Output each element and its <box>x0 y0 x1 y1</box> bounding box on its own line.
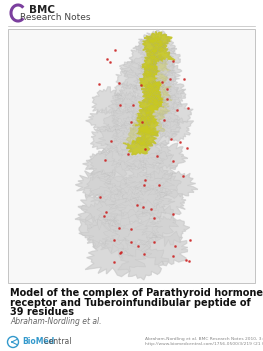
Polygon shape <box>159 81 179 100</box>
Polygon shape <box>162 171 198 198</box>
Polygon shape <box>132 113 164 137</box>
Text: Model of the complex of Parathyroid hormone-2: Model of the complex of Parathyroid horm… <box>10 288 263 298</box>
Polygon shape <box>108 92 153 124</box>
Polygon shape <box>122 66 158 91</box>
Polygon shape <box>89 148 136 178</box>
Polygon shape <box>142 81 171 103</box>
FancyBboxPatch shape <box>8 29 255 283</box>
Polygon shape <box>119 60 144 76</box>
Polygon shape <box>115 84 149 110</box>
Polygon shape <box>134 114 180 147</box>
Polygon shape <box>85 238 152 277</box>
Polygon shape <box>156 86 186 108</box>
Polygon shape <box>79 216 130 253</box>
Polygon shape <box>138 56 175 82</box>
Polygon shape <box>140 58 171 81</box>
Polygon shape <box>134 188 175 218</box>
Polygon shape <box>134 203 179 237</box>
Polygon shape <box>86 107 124 132</box>
Polygon shape <box>153 47 180 71</box>
Polygon shape <box>112 107 138 126</box>
Text: Research Notes: Research Notes <box>20 13 90 22</box>
Polygon shape <box>142 86 172 107</box>
Polygon shape <box>153 190 186 214</box>
Polygon shape <box>79 213 122 247</box>
Polygon shape <box>122 57 158 83</box>
Polygon shape <box>113 91 138 108</box>
Polygon shape <box>84 170 125 202</box>
Polygon shape <box>75 201 118 232</box>
Polygon shape <box>142 54 167 75</box>
Polygon shape <box>78 189 127 222</box>
Polygon shape <box>126 134 172 167</box>
Polygon shape <box>143 169 181 198</box>
Polygon shape <box>122 91 165 124</box>
Text: 39 residues: 39 residues <box>10 307 74 317</box>
Polygon shape <box>150 214 190 246</box>
Polygon shape <box>121 171 170 207</box>
Polygon shape <box>109 183 166 218</box>
Polygon shape <box>92 87 124 114</box>
Polygon shape <box>75 170 116 200</box>
Polygon shape <box>151 38 177 60</box>
Polygon shape <box>147 59 182 85</box>
Polygon shape <box>146 111 181 137</box>
Text: Central: Central <box>41 337 72 345</box>
Polygon shape <box>139 97 170 121</box>
Polygon shape <box>144 31 172 49</box>
Polygon shape <box>140 152 177 181</box>
Polygon shape <box>155 143 188 170</box>
Polygon shape <box>83 150 121 181</box>
Polygon shape <box>147 46 175 65</box>
Polygon shape <box>145 29 170 47</box>
Polygon shape <box>155 70 180 86</box>
Polygon shape <box>133 35 165 59</box>
Text: BMC: BMC <box>29 5 55 15</box>
Polygon shape <box>162 95 182 110</box>
Polygon shape <box>143 36 168 56</box>
Polygon shape <box>115 140 161 171</box>
Polygon shape <box>129 45 163 69</box>
Polygon shape <box>150 78 186 105</box>
Text: Abraham-Nordling et al. BMC Research Notes 2010, 3:219: Abraham-Nordling et al. BMC Research Not… <box>145 337 263 341</box>
Polygon shape <box>105 208 163 244</box>
Polygon shape <box>116 69 140 90</box>
Polygon shape <box>156 118 181 138</box>
Polygon shape <box>114 81 138 101</box>
Polygon shape <box>118 241 169 280</box>
Text: http://www.biomedcentral.com/1756-0500/3/219 (21 October 2010): http://www.biomedcentral.com/1756-0500/3… <box>145 342 263 346</box>
Polygon shape <box>123 134 152 155</box>
Polygon shape <box>139 231 188 266</box>
Polygon shape <box>103 108 149 135</box>
Polygon shape <box>101 137 149 170</box>
Polygon shape <box>127 160 175 196</box>
Polygon shape <box>132 79 175 105</box>
Polygon shape <box>136 104 165 126</box>
Polygon shape <box>112 119 158 152</box>
Polygon shape <box>144 91 179 118</box>
Polygon shape <box>139 70 167 93</box>
Polygon shape <box>138 34 169 54</box>
Polygon shape <box>95 124 141 155</box>
Text: receptor and Tuberoinfundibular peptide of: receptor and Tuberoinfundibular peptide … <box>10 298 251 307</box>
Text: BioMed: BioMed <box>22 337 54 345</box>
Polygon shape <box>90 125 131 151</box>
Polygon shape <box>159 101 193 128</box>
Polygon shape <box>160 117 194 141</box>
Polygon shape <box>120 107 167 139</box>
Polygon shape <box>138 42 175 65</box>
Polygon shape <box>127 121 157 146</box>
Polygon shape <box>153 106 180 126</box>
Polygon shape <box>97 192 148 230</box>
Polygon shape <box>113 123 141 144</box>
Polygon shape <box>156 58 175 76</box>
Polygon shape <box>134 67 171 97</box>
Polygon shape <box>90 176 144 208</box>
Polygon shape <box>101 217 161 258</box>
Text: Abraham-Nordling et al.: Abraham-Nordling et al. <box>10 317 102 325</box>
Polygon shape <box>97 161 149 195</box>
